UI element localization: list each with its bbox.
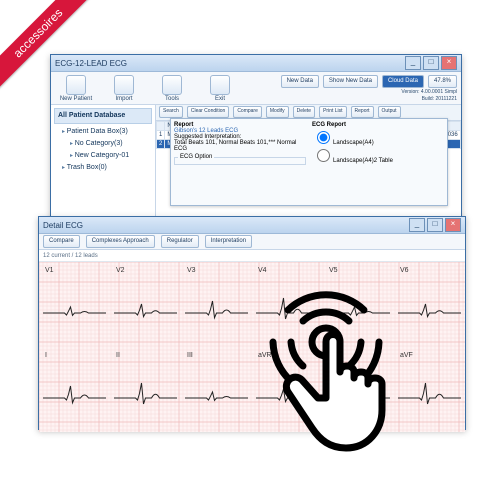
svg-text:III: III xyxy=(187,352,193,359)
svg-text:V1: V1 xyxy=(45,267,54,274)
btn-complexes[interactable]: Complexes Approach xyxy=(86,235,155,248)
tree-node[interactable]: No Category(3) xyxy=(54,138,152,150)
win2-title: Detail ECG xyxy=(43,221,83,230)
svg-text:V5: V5 xyxy=(329,267,338,274)
minimize-button[interactable]: _ xyxy=(409,218,425,232)
btn-compare[interactable]: Compare xyxy=(233,106,262,118)
svg-text:II: II xyxy=(116,352,120,359)
svg-text:I: I xyxy=(45,352,47,359)
opt-landscape[interactable] xyxy=(317,131,330,144)
tb-new-patient[interactable]: New Patient xyxy=(59,75,93,102)
ecg-option-group: ECG Option xyxy=(174,154,306,165)
btn-delete[interactable]: Delete xyxy=(293,106,315,118)
opt-landscape2[interactable] xyxy=(317,149,330,162)
btn-show-new-data[interactable]: Show New Data xyxy=(323,75,378,88)
ecg-toolbar: Compare Complexes Approach Regulator Int… xyxy=(39,234,465,250)
btn-new-data[interactable]: New Data xyxy=(281,75,319,88)
main-toolbar: New Patient Import Tools Exit New Data S… xyxy=(51,72,461,105)
tb-import[interactable]: Import xyxy=(107,75,141,102)
tree-node[interactable]: Patient Data Box(3) xyxy=(54,126,152,138)
patient-tree[interactable]: All Patient Database Patient Data Box(3)… xyxy=(51,105,156,222)
mid-toolbar: New Data Show New Data Cloud Data 47.8% … xyxy=(281,72,457,104)
report-subpanel: Report Gibson's 12 Leads ECG Suggested I… xyxy=(170,118,448,206)
btn-clear[interactable]: Clear Condition xyxy=(187,106,229,118)
maximize-button[interactable]: □ xyxy=(427,218,443,232)
interpretation-line: Total Beats 101, Normal Beats 101,*** No… xyxy=(174,140,306,152)
btn-interpretation[interactable]: Interpretation xyxy=(205,235,252,248)
touch-icon xyxy=(248,280,428,460)
close-button[interactable]: × xyxy=(441,56,457,70)
maximize-button[interactable]: □ xyxy=(423,56,439,70)
btn-regulator[interactable]: Regulator xyxy=(161,235,199,248)
win1-title: ECG-12-LEAD ECG xyxy=(55,59,127,68)
version-line2: Build: 20111221 xyxy=(422,96,457,102)
btn-cloud-data[interactable]: Cloud Data xyxy=(382,75,424,88)
btn-modify[interactable]: Modify xyxy=(266,106,289,118)
win2-titlebar[interactable]: Detail ECG _ □ × xyxy=(39,217,465,234)
close-button[interactable]: × xyxy=(445,218,461,232)
win1-titlebar[interactable]: ECG-12-LEAD ECG _ □ × xyxy=(51,55,461,72)
version-line1: Version: 4.00.0001 Simpl xyxy=(401,89,457,95)
svg-text:V6: V6 xyxy=(400,267,409,274)
btn-report[interactable]: Report xyxy=(351,106,374,118)
btn-search[interactable]: Search xyxy=(159,106,183,118)
ecg-leads-info: 12 current / 12 leads xyxy=(43,253,98,259)
tree-node[interactable]: New Category-01 xyxy=(54,150,152,162)
svg-text:V4: V4 xyxy=(258,267,267,274)
tree-header: All Patient Database xyxy=(54,108,152,124)
minimize-button[interactable]: _ xyxy=(405,56,421,70)
btn-output[interactable]: Output xyxy=(378,106,401,118)
svg-text:V3: V3 xyxy=(187,267,196,274)
tb-exit[interactable]: Exit xyxy=(203,75,237,102)
btn-compare2[interactable]: Compare xyxy=(43,235,80,248)
svg-text:V2: V2 xyxy=(116,267,125,274)
ecg-info-bar: 12 current / 12 leads xyxy=(39,250,465,262)
tree-node[interactable]: Trash Box(0) xyxy=(54,162,152,174)
tb-tools[interactable]: Tools xyxy=(155,75,189,102)
btn-print[interactable]: Print List xyxy=(319,106,346,118)
status-pct: 47.8% xyxy=(428,75,457,88)
